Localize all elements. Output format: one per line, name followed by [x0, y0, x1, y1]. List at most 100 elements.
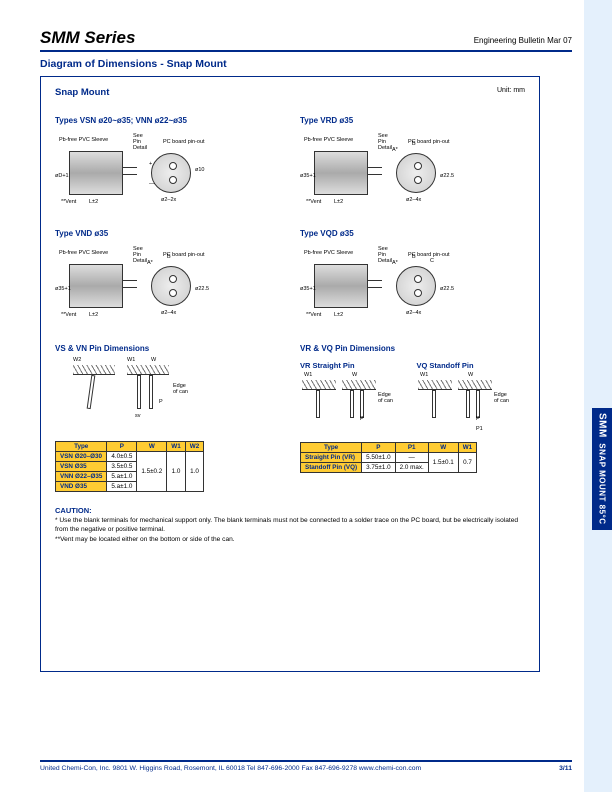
lbl-hole: ø2–4x: [406, 310, 421, 316]
lbl-w1: W1: [127, 357, 135, 363]
capacitor-body-icon: [314, 151, 368, 195]
hatch-icon: [302, 380, 336, 390]
vr-straight-head: VR Straight Pin: [300, 361, 409, 370]
pin-icon: [149, 375, 153, 409]
lbl-edge: Edge of can: [173, 383, 188, 395]
hatch-icon: [458, 380, 492, 390]
diagram-vnd: Pb-free PVC Sleeve See Pin Detail PC boa…: [55, 246, 280, 320]
lbl-w: W: [468, 372, 473, 378]
col-pin-right: VR & VQ Pin Dimensions VR Straight Pin V…: [300, 344, 525, 492]
pin-sketch-icon: [418, 380, 452, 434]
side-tab: SMM SNAP MOUNT 85°C: [592, 408, 612, 530]
pin-sketch-icon: [73, 365, 115, 419]
lbl-phi35: ø35+1: [300, 173, 316, 179]
diagram-vqd: Pb-free PVC Sleeve See Pin Detail PC boa…: [300, 246, 525, 320]
lbl-p1: P1: [476, 426, 483, 432]
col-vrd: Type VRD ø35 Pb-free PVC Sleeve See Pin …: [300, 116, 525, 207]
main-diagram-box: Snap Mount Unit: mm Types VSN ø20~ø35; V…: [40, 76, 540, 672]
pin-sketch-icon: [342, 380, 376, 434]
lbl-minus: —: [149, 181, 155, 187]
pin-icon: [137, 375, 141, 409]
page: SMM Series Engineering Bulletin Mar 07 D…: [0, 0, 612, 792]
lbl-w1: W1: [304, 372, 312, 378]
lbl-phi35: ø35+1: [300, 286, 316, 292]
lbl-pin-detail: See Pin Detail: [378, 246, 392, 264]
pin-icon: [476, 390, 480, 418]
type-heading-vqd: Type VQD ø35: [300, 229, 525, 238]
lbl-vent: **Vent: [306, 312, 321, 318]
col-vqd: Type VQD ø35 Pb-free PVC Sleeve See Pin …: [300, 229, 525, 320]
lbl-a: A*: [147, 260, 153, 266]
lbl-pvc: Pb-free PVC Sleeve: [59, 137, 108, 143]
pin-icon: [360, 390, 364, 418]
type-heading-vrd: Type VRD ø35: [300, 116, 525, 125]
diagram-row-2: Type VND ø35 Pb-free PVC Sleeve See Pin …: [55, 229, 525, 320]
section-title: Diagram of Dimensions - Snap Mount: [40, 58, 572, 70]
header-row: SMM Series Engineering Bulletin Mar 07: [40, 28, 572, 52]
hatch-icon: [73, 365, 115, 375]
lbl-a: A*: [392, 147, 398, 153]
bulletin-label: Engineering Bulletin Mar 07: [474, 36, 572, 45]
col-vsn-vnn: Types VSN ø20~ø35; VNN ø22~ø35 Pb-free P…: [55, 116, 280, 207]
lbl-hole: ø2–4x: [406, 197, 421, 203]
pin-diag-right: W1 W Edge of can P W1 W Edge of can P P1: [300, 376, 525, 442]
dim-table-right: TypePP1WW1Straight Pin (VR)5.50±1.0—1.5±…: [300, 442, 477, 473]
snap-mount-title: Snap Mount: [55, 87, 525, 98]
lbl-hole: ø2–4x: [161, 310, 176, 316]
lbl-pvc: Pb-free PVC Sleeve: [304, 137, 353, 143]
lbl-pvc: Pb-free PVC Sleeve: [304, 250, 353, 256]
lbl-a: A*: [392, 260, 398, 266]
lbl-b: B: [167, 254, 171, 260]
lbl-phi225: ø22.5: [440, 173, 454, 179]
lbl-pvc: Pb-free PVC Sleeve: [59, 250, 108, 256]
footer-text: United Chemi-Con, Inc. 9801 W. Higgins R…: [40, 765, 421, 772]
lbl-vent: **Vent: [306, 199, 321, 205]
diagram-vsn: Pb-free PVC Sleeve See Pin Detail PC boa…: [55, 133, 280, 207]
pin-subhead-row: VR Straight Pin VQ Standoff Pin: [300, 361, 525, 376]
pin-icon: [466, 390, 470, 418]
lead-icon: [123, 167, 137, 175]
caution-heading: CAUTION:: [55, 506, 525, 515]
page-number: 3/11: [559, 765, 572, 772]
lbl-pin-detail: See Pin Detail: [378, 133, 392, 151]
lbl-b: B: [412, 141, 416, 147]
pin-head-left: VS & VN Pin Dimensions: [55, 344, 280, 353]
lead-icon: [123, 280, 137, 288]
lbl-p: P: [360, 416, 364, 422]
lbl-pc-pinout: PC board pin-out: [163, 139, 205, 145]
lbl-phi225: ø22.5: [440, 286, 454, 292]
lbl-phi35: ø35+1: [55, 286, 71, 292]
lbl-w1: W1: [420, 372, 428, 378]
pin-sketch-icon: [302, 380, 336, 434]
diagram-row-1: Types VSN ø20~ø35; VNN ø22~ø35 Pb-free P…: [55, 116, 525, 207]
pin-icon: [87, 375, 96, 409]
pin-icon: [350, 390, 354, 418]
pin-icon: [316, 390, 320, 418]
lbl-l2: L±2: [334, 312, 343, 318]
lbl-w: W: [352, 372, 357, 378]
col-pin-left: VS & VN Pin Dimensions W2 W1 W Edge of c…: [55, 344, 280, 492]
lbl-phi10: ø10: [195, 167, 204, 173]
type-heading-vnd: Type VND ø35: [55, 229, 280, 238]
lbl-w2: W2: [73, 357, 81, 363]
lbl-c: C: [430, 258, 434, 264]
caution-text-1: * Use the blank terminals for mechanical…: [55, 517, 525, 534]
pin-sketch-icon: [127, 365, 169, 419]
pin-icon: [432, 390, 436, 418]
lbl-pin-detail: See Pin Detail: [133, 246, 147, 264]
capacitor-body-icon: [69, 264, 123, 308]
pin-dim-row: VS & VN Pin Dimensions W2 W1 W Edge of c…: [55, 344, 525, 492]
lbl-edge: Edge of can: [378, 392, 393, 404]
lbl-edge: Edge of can: [494, 392, 509, 404]
capacitor-body-icon: [69, 151, 123, 195]
vq-standoff-head: VQ Standoff Pin: [417, 361, 526, 370]
lbl-b: B: [412, 254, 416, 260]
lbl-l2: L±2: [334, 199, 343, 205]
pin-diag-left: W2 W1 W Edge of can P sv: [55, 361, 280, 441]
unit-label: Unit: mm: [497, 87, 525, 94]
lbl-vent: **Vent: [61, 199, 76, 205]
lbl-pin-detail: See Pin Detail: [133, 133, 147, 151]
type-heading-vsn: Types VSN ø20~ø35; VNN ø22~ø35: [55, 116, 280, 125]
pin-sketch-icon: [458, 380, 492, 434]
series-title: SMM Series: [40, 28, 135, 50]
